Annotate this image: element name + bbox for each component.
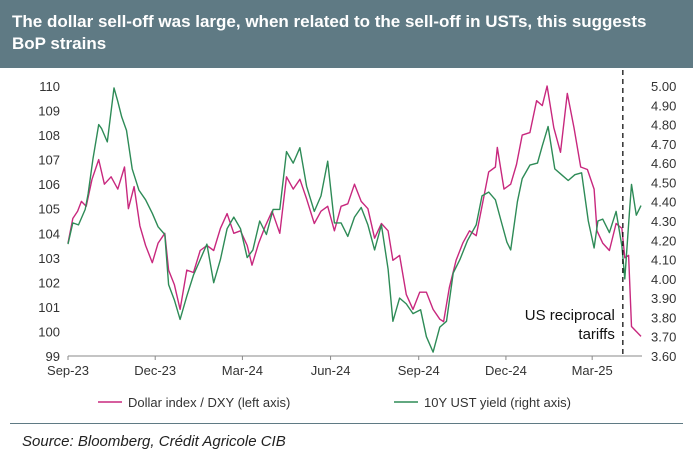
left-tick-label-99: 99 xyxy=(46,349,60,364)
left-tick-label-109: 109 xyxy=(38,104,60,119)
x-tick-label-Jun-24: Jun-24 xyxy=(311,363,351,378)
left-tick-label-105: 105 xyxy=(38,202,60,217)
right-tick-label-4.40: 4.40 xyxy=(651,195,676,210)
right-tick-label-3.70: 3.70 xyxy=(651,330,676,345)
x-tick-label-Sep-23: Sep-23 xyxy=(47,363,89,378)
left-tick-label-110: 110 xyxy=(39,79,60,94)
footer-divider xyxy=(10,423,683,424)
legend-label-1: Dollar index / DXY (left axis) xyxy=(128,395,290,410)
ust-yield-series-line xyxy=(67,87,642,353)
right-tick-label-3.60: 3.60 xyxy=(651,349,676,364)
left-axis-ticks: 99 100 101 102 103 104 105 106 107 108 109 110 xyxy=(38,79,60,364)
left-tick-label-106: 106 xyxy=(38,177,60,192)
right-tick-label-4.30: 4.30 xyxy=(651,214,676,229)
annotation-label-line-2: tariffs xyxy=(578,326,614,343)
legend-label-2: 10Y UST yield (right axis) xyxy=(424,395,571,410)
x-tick-label-Sep-24: Sep-24 xyxy=(398,363,440,378)
right-tick-label-4.10: 4.10 xyxy=(651,253,676,268)
annotation-layer: US reciprocal tariffs xyxy=(525,70,624,356)
right-tick-label-5.00: 5.00 xyxy=(651,79,676,94)
left-tick-label-107: 107 xyxy=(38,153,60,168)
legend: Dollar index / DXY (left axis) 10Y UST yi… xyxy=(98,395,571,410)
x-axis-ticks: Sep-23 Dec-23 Mar-24 Jun-24 Sep-24 Dec-24 Mar-… xyxy=(47,356,613,378)
left-tick-label-100: 100 xyxy=(38,324,60,339)
right-tick-label-4.90: 4.90 xyxy=(651,98,676,113)
x-tick-label-Dec-24: Dec-24 xyxy=(485,363,527,378)
chart-title: The dollar sell-off was large, when rela… xyxy=(12,12,647,53)
source-note: Source: Bloomberg, Crédit Agricole CIB xyxy=(22,433,286,450)
right-tick-label-3.90: 3.90 xyxy=(651,291,676,306)
series-layer xyxy=(67,85,642,353)
right-tick-label-4.00: 4.00 xyxy=(651,272,676,287)
left-tick-label-102: 102 xyxy=(38,275,60,290)
right-tick-label-3.80: 3.80 xyxy=(651,310,676,325)
left-tick-label-108: 108 xyxy=(38,128,60,143)
right-tick-label-4.20: 4.20 xyxy=(651,233,676,248)
dual-axis-line-chart: 99 100 101 102 103 104 105 106 107 108 109 110 3.60… xyxy=(38,70,676,410)
right-tick-label-4.50: 4.50 xyxy=(651,175,676,190)
left-tick-label-101: 101 xyxy=(38,300,60,315)
left-tick-label-104: 104 xyxy=(38,226,60,241)
right-tick-label-4.80: 4.80 xyxy=(651,118,676,133)
chart-header: The dollar sell-off was large, when rela… xyxy=(0,0,693,68)
annotation-label-line-1: US reciprocal xyxy=(525,307,615,324)
right-axis-ticks: 3.60 3.70 3.80 3.90 4.00 4.10 4.20 4.30 4.40 4.50… xyxy=(651,79,676,364)
x-tick-label-Dec-23: Dec-23 xyxy=(134,363,176,378)
x-tick-label-Mar-25: Mar-25 xyxy=(572,363,613,378)
left-tick-label-103: 103 xyxy=(38,251,60,266)
x-tick-label-Mar-24: Mar-24 xyxy=(222,363,263,378)
dxy-series-line xyxy=(67,85,642,337)
right-tick-label-4.60: 4.60 xyxy=(651,156,676,171)
right-tick-label-4.70: 4.70 xyxy=(651,137,676,152)
